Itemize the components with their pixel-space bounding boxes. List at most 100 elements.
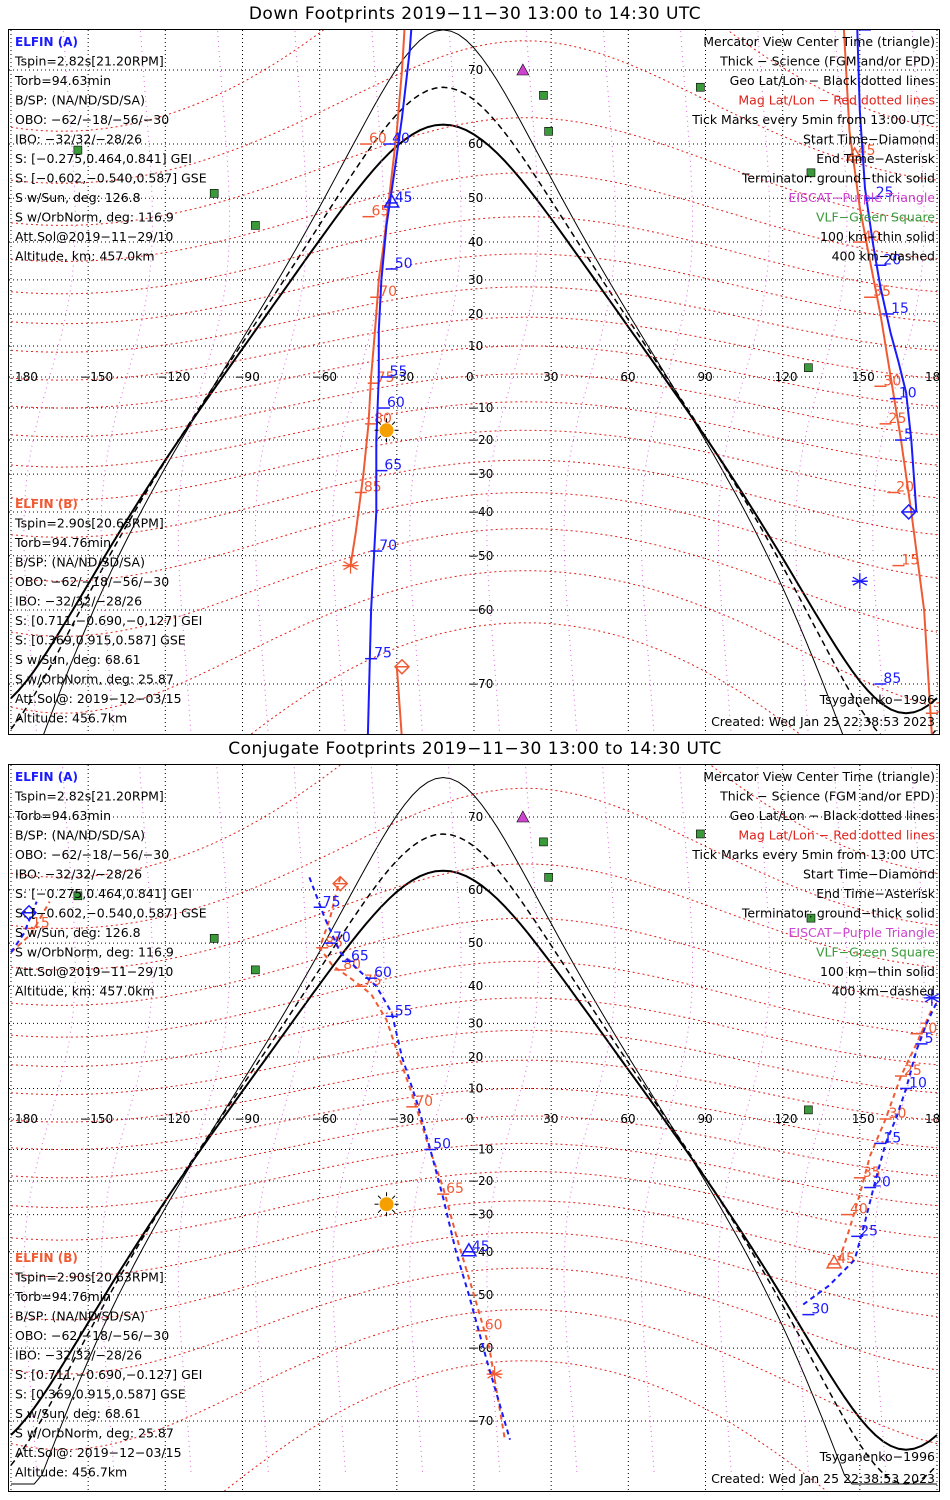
- legend: Mercator View Center Time (triangle) Thic…: [691, 34, 936, 264]
- mag-parallel: [10, 286, 938, 353]
- mag-meridian: [717, 30, 771, 734]
- mag-grid: [10, 30, 938, 734]
- elfin-a-tick-label: 45: [395, 190, 413, 206]
- mag-parallel: [10, 1200, 938, 1278]
- lon-tick-label: 120: [775, 1112, 798, 1126]
- elfin-b-track-line: [349, 30, 406, 566]
- lon-tick-label: 120: [775, 370, 798, 384]
- lon-tick-label: 180: [15, 370, 38, 384]
- elfin-b-tick-label: 30: [883, 373, 901, 389]
- model-label: Tsyganenko−1996: [819, 1449, 935, 1464]
- elfin-b-param-line: B/SP: (NA/ND/SD/SA): [15, 1309, 145, 1324]
- sun-icon: [374, 418, 399, 443]
- elfin-b-tick-label: 60: [369, 131, 387, 147]
- elfin-b-end-asterisk-icon: [342, 557, 359, 574]
- elfin-a-tick-label: 50: [433, 1137, 451, 1153]
- vlf-square-icon: [209, 189, 219, 198]
- elfin-a-param-line: Torb=94.63min: [14, 808, 111, 823]
- elfin-a-track-line: [366, 30, 413, 734]
- elfin-b-param-line: Altitude: 456.7km: [15, 711, 127, 726]
- elfin-a-footprint: 40 45 50 55 60 65 70 75 30 25 20 15 10 5 85: [365, 30, 918, 734]
- lon-tick-label: 0: [466, 370, 474, 384]
- lon-tick-label: 180: [925, 370, 939, 384]
- mag-parallel: [10, 216, 938, 295]
- legend-item: Terminator: ground−thick solid: [741, 906, 935, 921]
- elfin-a-track-line: [856, 30, 918, 513]
- mag-parallel: [10, 40, 938, 184]
- legend-item: Start Time−Diamond: [803, 132, 935, 147]
- lon-tick-label: 180: [925, 1112, 939, 1126]
- elfin-a-param-line: S w/OrbNorm, deg: 116.9: [15, 945, 174, 960]
- lon-tick-label: 60: [620, 1112, 635, 1126]
- elfin-b-param-line: OBO: −62/−18/−56/−30: [15, 574, 169, 589]
- lon-tick-label: 90: [698, 1112, 713, 1126]
- lat-tick-label: −60: [468, 1341, 493, 1355]
- legend-item: Geo Lat/Lon − Black dotted lines: [730, 73, 935, 88]
- lat-tick-label: −30: [468, 1208, 493, 1222]
- vlf-square-icon: [73, 891, 83, 901]
- panel-frame-down: 180 −150 −120 −90 −60 −30 0 30 60 90 120 150 180 70 60…: [8, 29, 940, 735]
- lon-tick-label: −150: [80, 1112, 113, 1126]
- vlf-square-icon: [73, 145, 83, 155]
- lon-tick-label: −150: [80, 370, 113, 384]
- elfin-b-info: ELFIN (B) Tspin=2.90s[20.63RPM] Torb=94.76…: [14, 497, 202, 726]
- legend-item: Tick Marks every 5min from 13:00 UTC: [691, 847, 935, 862]
- vlf-square-icon: [251, 965, 260, 975]
- vlf-square-icon: [806, 168, 816, 178]
- lat-tick-label: −70: [468, 1414, 493, 1428]
- elfin-b-tick-label: 75: [377, 370, 395, 386]
- lon-tick-label: 30: [543, 370, 558, 384]
- elfin-a-tick-label: 10: [899, 386, 917, 402]
- stations: [73, 810, 816, 1115]
- elfin-b-tick-label: 70: [415, 1094, 433, 1110]
- panel-title-conjugate: Conjugate Footprints 2019−11−30 13:00 to…: [228, 739, 722, 759]
- elfin-a-param-line: B/SP: (NA/ND/SD/SA): [15, 828, 145, 843]
- vlf-square-icon: [544, 872, 553, 882]
- elfin-b-tick-label: 70: [379, 284, 397, 300]
- elfin-a-tick-label: 5: [925, 1031, 934, 1047]
- legend-item: Geo Lat/Lon − Black dotted lines: [730, 808, 935, 823]
- elfin-a-tick-label: 20: [873, 1175, 891, 1191]
- elfin-b-name: ELFIN (B): [15, 1251, 78, 1265]
- elfin-b-param-line: S: [0.711,−0.690,−0.127] GEI: [15, 613, 202, 628]
- elfin-b-param-line: Tspin=2.90s[20.63RPM]: [14, 516, 164, 531]
- legend-item: Start Time−Diamond: [803, 867, 935, 882]
- mag-parallel: [10, 30, 938, 132]
- elfin-b-param-line: S: [0.369,0.915,0.587] GSE: [15, 633, 186, 648]
- mag-parallel: [10, 459, 938, 538]
- terminator-line: [43, 30, 844, 734]
- elfin-b-param-line: S: [0.711,−0.690,−0.127] GEI: [15, 1367, 202, 1382]
- lat-tick-label: −40: [468, 505, 493, 519]
- elfin-b-param-line: IBO: −32/32/−28/26: [15, 594, 142, 609]
- sun-ray: [377, 1209, 382, 1214]
- legend-item: 400 km−dashed: [832, 249, 935, 264]
- elfin-b-param-line: Altitude: 456.7km: [15, 1465, 127, 1480]
- vlf-square-icon: [804, 1105, 813, 1115]
- mag-parallel: [10, 429, 938, 501]
- created-label: Created: Wed Jan 25 22:38:53 2023: [711, 1471, 935, 1486]
- lon-tick-label: −60: [312, 370, 337, 384]
- lat-tick-label: 50: [468, 936, 483, 950]
- lon-tick-label: 30: [543, 1112, 558, 1126]
- mag-parallel: [10, 117, 938, 226]
- elfin-b-param-line: OBO: −62/−18/−56/−30: [15, 1328, 169, 1343]
- elfin-a-center-triangle-icon: [383, 193, 400, 208]
- lat-tick-label: 20: [468, 1050, 483, 1064]
- elfin-a-param-line: IBO: −32/32/−28/26: [15, 132, 142, 147]
- elfin-a-end-asterisk-icon: [923, 989, 939, 1006]
- mag-parallel: [10, 1267, 938, 1375]
- mag-meridian: [409, 30, 462, 734]
- vlf-square-icon: [544, 126, 553, 136]
- elfin-b-end-asterisk-icon: [486, 1366, 503, 1383]
- elfin-a-name: ELFIN (A): [15, 770, 78, 784]
- elfin-a-param-line: OBO: −62/−18/−56/−30: [15, 847, 169, 862]
- mag-parallel: [10, 787, 938, 929]
- elfin-a-tick-label: 50: [395, 256, 413, 272]
- eiscat-triangle-icon: [516, 810, 530, 823]
- sun-disc: [379, 1197, 394, 1212]
- legend-item: End Time−Asterisk: [816, 151, 936, 166]
- elfin-a-name: ELFIN (A): [15, 35, 78, 49]
- elfin-a-param-line: Altitude, km: 457.0km: [15, 249, 155, 264]
- lon-tick-label: 150: [852, 370, 875, 384]
- elfin-a-tick-label: 55: [395, 1003, 413, 1019]
